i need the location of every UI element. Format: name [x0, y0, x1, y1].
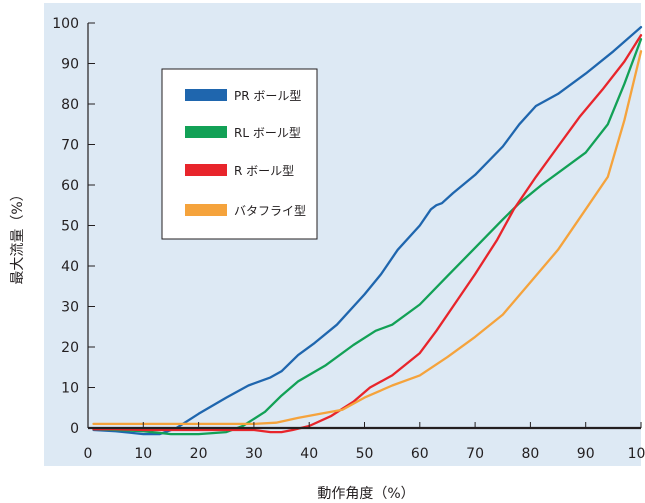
series-line-2: [92, 38, 643, 436]
ticks-layer: 0 10 20 30 40 50 60 70 80 90 100 0 10 20 30 40 50 60 70 80 9…: [52, 16, 645, 462]
series-line-4: [92, 50, 643, 426]
series-layer: [92, 25, 643, 436]
legend-label-2: RL ボール型: [234, 126, 301, 140]
x-tick-label: 100: [628, 446, 645, 462]
legend-swatch-2: [185, 126, 227, 138]
y-tick-label: 60: [61, 178, 79, 194]
legend-swatch-1: [185, 89, 227, 101]
y-tick-label: 0: [70, 421, 79, 437]
legend-label-4: バタフライ型: [234, 204, 306, 218]
y-tick-label: 40: [61, 259, 79, 275]
x-tick-label: 30: [245, 446, 263, 462]
x-tick-label: 60: [411, 446, 429, 462]
x-tick-label: 50: [356, 446, 374, 462]
x-tick-label: 0: [84, 446, 93, 462]
plot-background: [44, 3, 641, 466]
x-tick-label: 80: [521, 446, 539, 462]
legend-label-3: R ボール型: [234, 164, 294, 178]
x-tick-label: 90: [577, 446, 595, 462]
y-tick-label: 30: [61, 300, 79, 316]
x-axis-label: 動作角度（%）: [317, 486, 414, 502]
legend-swatch-4: [185, 204, 227, 216]
legend-label-1: PR ボール型: [234, 89, 301, 103]
x-tick-label: 10: [134, 446, 152, 462]
x-tick-label: 70: [466, 446, 484, 462]
y-tick-label: 50: [61, 219, 79, 235]
y-tick-label: 70: [61, 138, 79, 154]
legend-swatch-3: [185, 164, 227, 176]
x-tick-label: 40: [300, 446, 318, 462]
y-tick-label: 100: [52, 16, 79, 32]
y-tick-label: 80: [61, 97, 79, 113]
series-line-3: [92, 34, 643, 434]
y-tick-label: 10: [61, 381, 79, 397]
x-tick-label: 20: [190, 446, 208, 462]
y-tick-label: 20: [61, 340, 79, 356]
y-tick-label: 90: [61, 57, 79, 73]
series-line-1: [92, 25, 643, 436]
y-axis-label: 最大流量（%）: [10, 187, 26, 284]
